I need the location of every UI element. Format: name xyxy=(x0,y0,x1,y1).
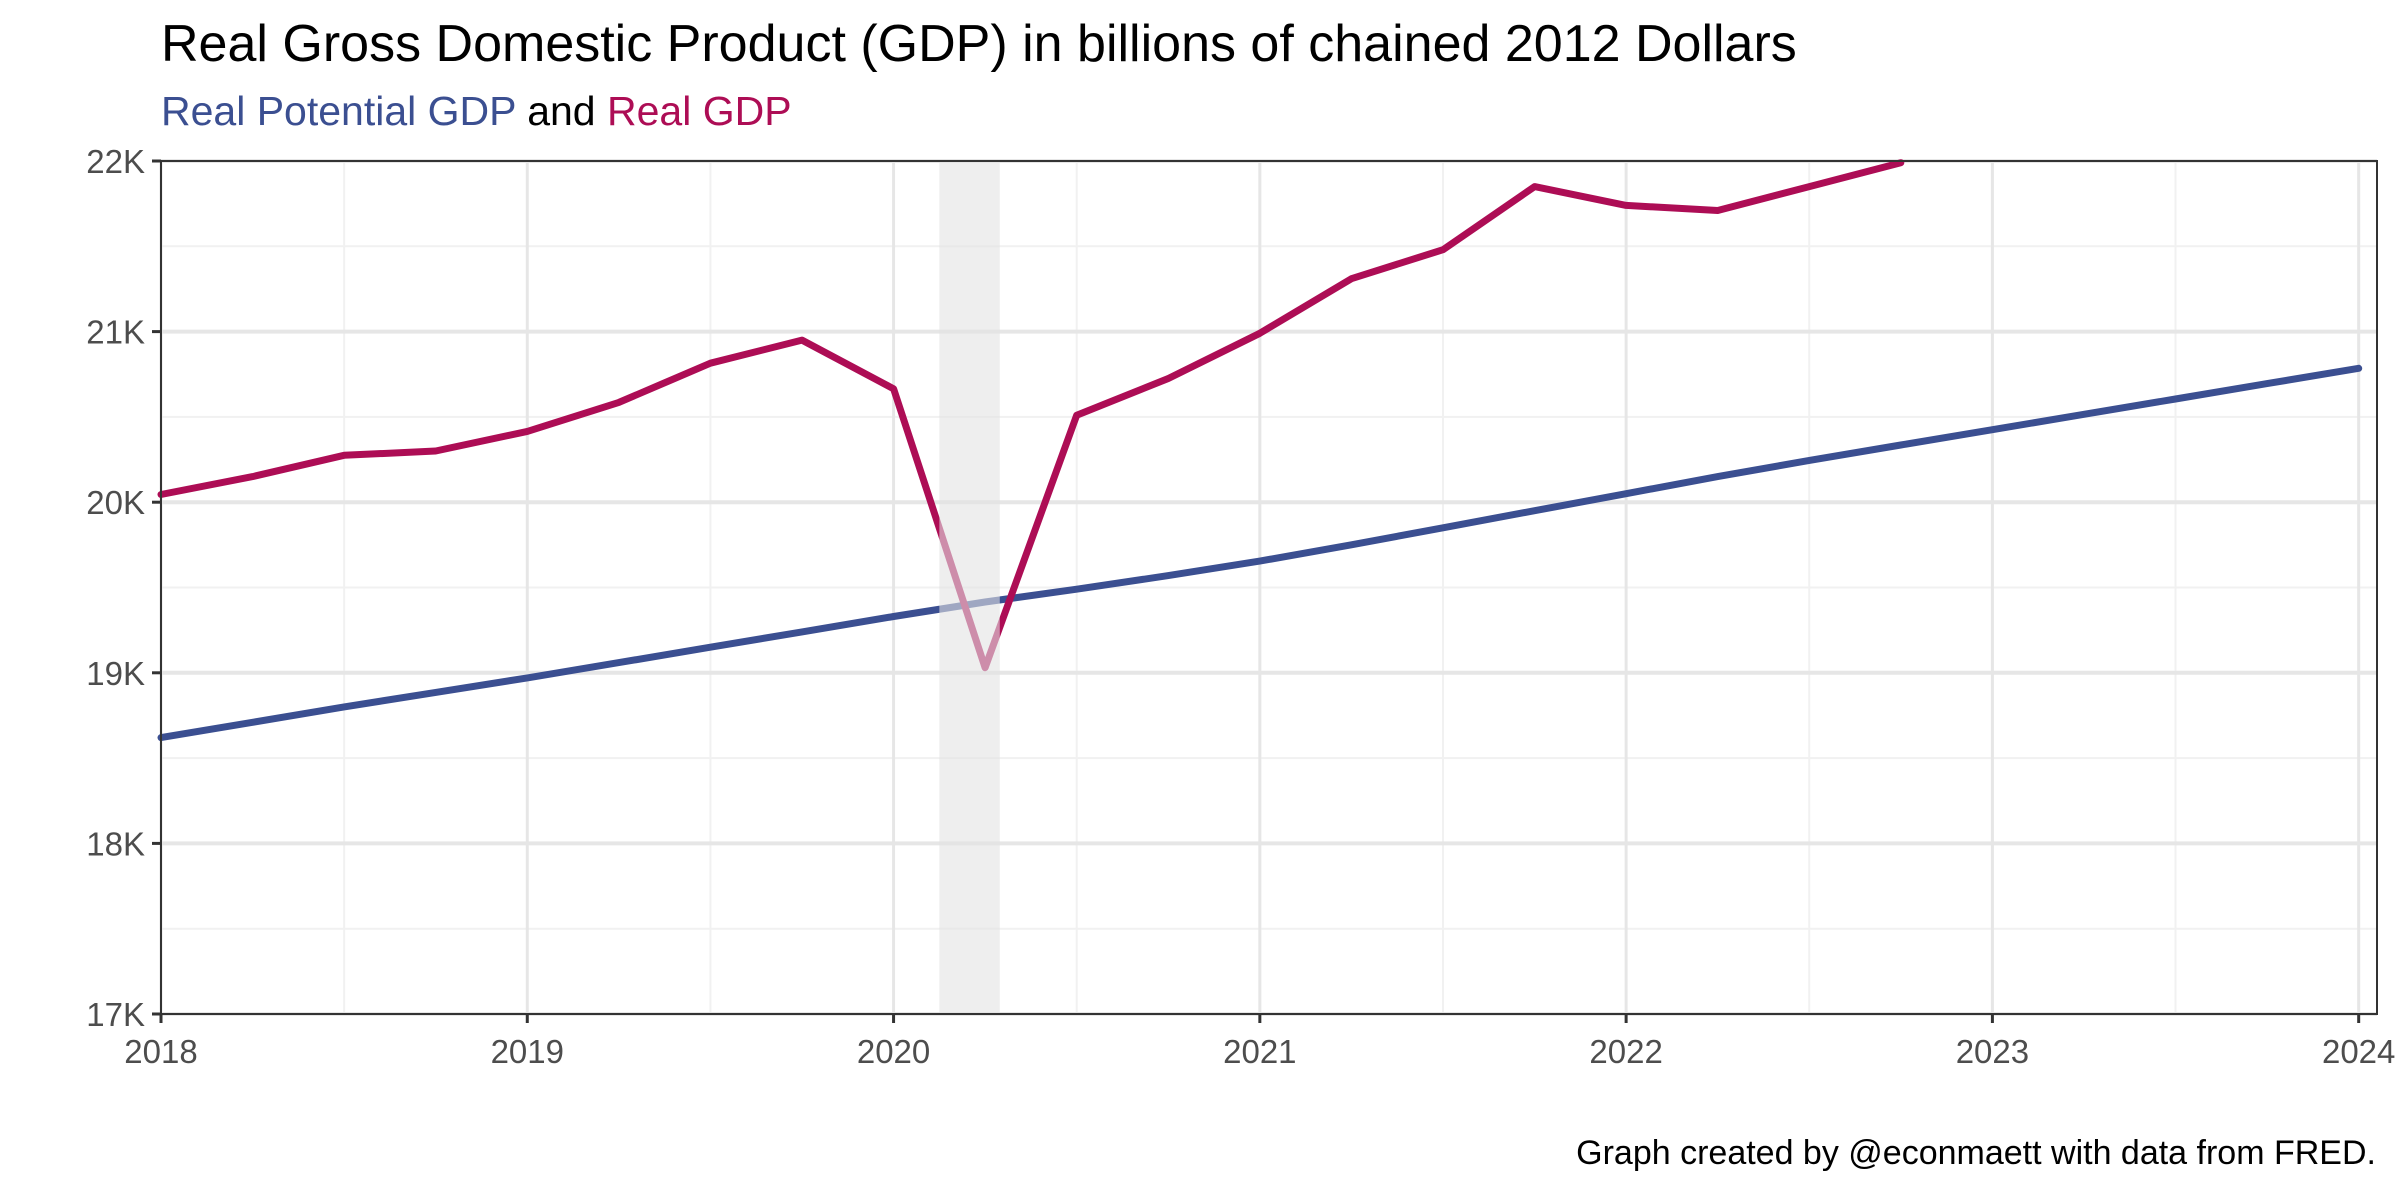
y-tick-label: 18K xyxy=(86,825,145,862)
y-tick-label: 22K xyxy=(86,143,145,180)
plot-panel-border xyxy=(160,160,2378,1015)
y-tick-label: 19K xyxy=(86,655,145,692)
y-tick-label: 17K xyxy=(86,996,145,1033)
x-tick-label: 2023 xyxy=(1956,1033,2029,1070)
subtitle-series-potential-gdp: Real Potential GDP xyxy=(161,88,516,134)
y-tick-label: 20K xyxy=(86,484,145,521)
x-tick-label: 2024 xyxy=(2322,1033,2395,1070)
gridlines xyxy=(159,159,2377,1016)
x-tick-label: 2020 xyxy=(857,1033,930,1070)
series-line-real-potential-gdp xyxy=(157,364,2363,742)
series-line-real-gdp xyxy=(157,159,1905,672)
chart-caption: Graph created by @econmaett with data fr… xyxy=(1576,1134,2376,1172)
chart-subtitle: Real Potential GDP and Real GDP xyxy=(161,88,792,135)
recession-band xyxy=(939,161,1000,1014)
subtitle-connector: and xyxy=(527,88,596,134)
x-tick-label: 2022 xyxy=(1589,1033,1662,1070)
series-lines xyxy=(157,159,2363,1014)
x-tick-label: 2021 xyxy=(1223,1033,1296,1070)
chart-title: Real Gross Domestic Product (GDP) in bil… xyxy=(161,15,1797,73)
y-tick-label: 21K xyxy=(86,314,145,351)
x-tick-label: 2018 xyxy=(124,1033,197,1070)
subtitle-series-real-gdp: Real GDP xyxy=(607,88,792,134)
x-tick-label: 2019 xyxy=(491,1033,564,1070)
axis-ticks: 17K 18K 19K 20K 21K 22K 2018 2019 2020 2021 2022 20… xyxy=(86,143,2395,1070)
